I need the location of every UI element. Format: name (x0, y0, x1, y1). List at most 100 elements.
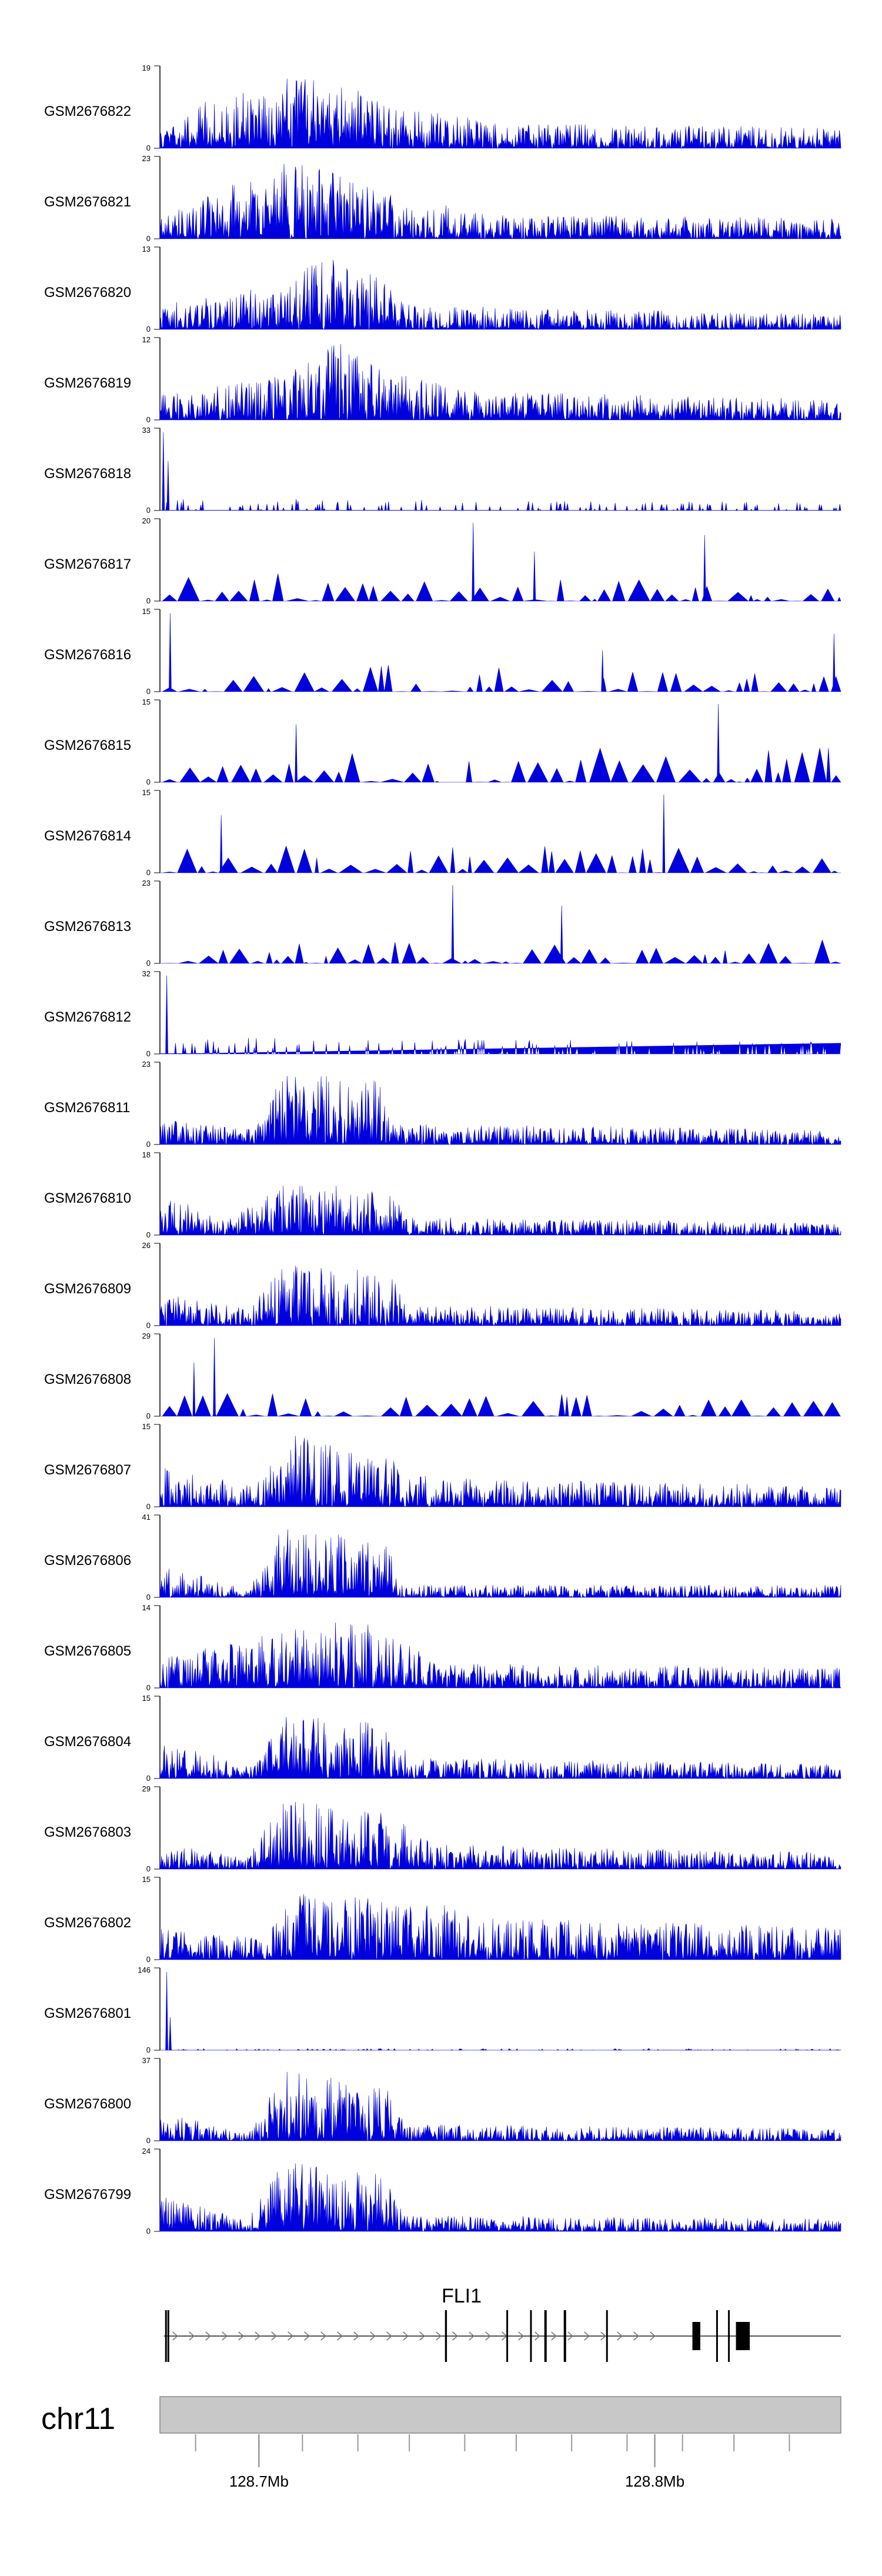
coverage-signal-area (159, 344, 841, 421)
strand-arrow (288, 2331, 293, 2341)
coverage-track: GSM2676802 15 0 (44, 1875, 841, 1964)
coverage-signal-area (159, 1894, 841, 1960)
strand-arrow (419, 2331, 425, 2341)
coverage-signal-area (159, 2163, 841, 2232)
axis-tick-label: 128.8Mb (625, 2472, 684, 2490)
gene-exon (544, 2310, 547, 2362)
track-name-label: GSM2676810 (44, 1190, 131, 1206)
strand-arrow (386, 2331, 392, 2341)
chromosome-axis-track: chr11 128.7Mb 128.8Mb (41, 2396, 841, 2490)
track-ymin-label: 0 (146, 1049, 151, 1058)
track-name-label: GSM2676816 (44, 647, 131, 663)
coverage-track: GSM2676805 14 0 (44, 1603, 841, 1692)
track-ymax-label: 19 (142, 64, 151, 72)
coverage-track: GSM2676801 146 0 (44, 1966, 841, 2054)
coverage-track: GSM2676813 23 0 (44, 879, 841, 967)
strand-arrow (304, 2331, 310, 2341)
track-ymin-label: 0 (146, 506, 151, 515)
axis-tick-label: 128.7Mb (229, 2472, 289, 2490)
coverage-signal-area (159, 1971, 841, 2051)
track-name-label: GSM2676801 (44, 2006, 131, 2021)
strand-arrow (353, 2331, 359, 2341)
coverage-track: GSM2676809 26 0 (44, 1241, 841, 1330)
coverage-signal-area (159, 1717, 841, 1779)
track-name-label: GSM2676821 (44, 194, 131, 210)
track-ymax-label: 29 (142, 1332, 151, 1340)
coverage-signal-area (159, 432, 841, 511)
coverage-signal-area (159, 1266, 841, 1326)
coverage-track: GSM2676821 23 0 (44, 154, 841, 243)
strand-arrow (633, 2331, 639, 2341)
strand-arrow (617, 2331, 623, 2341)
coverage-signal-area (159, 975, 841, 1055)
strand-arrow (600, 2331, 606, 2341)
strand-arrow (534, 2331, 540, 2341)
coverage-signal-area (159, 2071, 841, 2141)
coverage-track: GSM2676812 32 0 (44, 969, 841, 1058)
track-name-label: GSM2676811 (44, 1100, 130, 1116)
track-ymax-label: 13 (142, 245, 151, 253)
track-ymin-label: 0 (146, 1502, 151, 1511)
coverage-track: GSM2676803 29 0 (44, 1784, 841, 1873)
strand-arrow (518, 2331, 524, 2341)
strand-arrow (436, 2331, 442, 2341)
coverage-track: GSM2676811 23 0 (44, 1060, 841, 1149)
coverage-signal-area (159, 1337, 841, 1417)
track-ymax-label: 23 (142, 879, 151, 887)
track-ymin-label: 0 (146, 959, 151, 967)
strand-arrow (172, 2331, 178, 2341)
gene-exon (728, 2310, 730, 2362)
coverage-track: GSM2676814 15 0 (44, 788, 841, 877)
track-ymax-label: 18 (142, 1150, 151, 1159)
track-ymin-label: 0 (146, 596, 151, 605)
track-ymin-label: 0 (146, 1230, 151, 1239)
track-ymin-label: 0 (146, 325, 151, 333)
track-name-label: GSM2676812 (44, 1009, 131, 1025)
track-name-label: GSM2676805 (44, 1643, 131, 1659)
track-name-label: GSM2676814 (44, 828, 131, 844)
track-ymax-label: 15 (142, 1694, 151, 1703)
coverage-signal-area (159, 613, 841, 692)
track-name-label: GSM2676808 (44, 1372, 131, 1387)
track-ymax-label: 32 (142, 969, 151, 978)
gene-exon (563, 2310, 566, 2362)
strand-arrow (337, 2331, 343, 2341)
strand-arrow (205, 2331, 211, 2341)
track-name-label: GSM2676800 (44, 2096, 131, 2112)
track-ymax-label: 41 (142, 1513, 151, 1521)
track-ymin-label: 0 (146, 1683, 151, 1692)
coverage-signal-area (159, 1529, 841, 1598)
track-ymin-label: 0 (146, 868, 151, 877)
gene-exon (736, 2322, 750, 2350)
gene-exon (506, 2310, 509, 2362)
track-ymin-label: 0 (146, 1412, 151, 1420)
strand-arrow (271, 2331, 277, 2341)
gene-name-label: FLI1 (442, 2285, 482, 2307)
coverage-track: GSM2676817 20 0 (44, 516, 841, 605)
track-ymax-label: 15 (142, 1875, 151, 1884)
strand-arrow (320, 2331, 326, 2341)
track-ymin-label: 0 (146, 2136, 151, 2145)
coverage-signal-area (159, 1622, 841, 1689)
track-ymin-label: 0 (146, 1321, 151, 1330)
strand-arrow (189, 2331, 195, 2341)
track-name-label: GSM2676806 (44, 1553, 131, 1569)
track-ymin-label: 0 (146, 687, 151, 696)
track-ymin-label: 0 (146, 2046, 151, 2054)
track-ymax-label: 15 (142, 698, 151, 706)
strand-arrow (370, 2331, 376, 2341)
track-name-label: GSM2676803 (44, 1824, 131, 1840)
coverage-track: GSM2676804 15 0 (44, 1694, 841, 1783)
track-ymax-label: 15 (142, 1422, 151, 1431)
track-name-label: GSM2676809 (44, 1281, 131, 1297)
track-name-label: GSM2676818 (44, 466, 131, 482)
coverage-signal-area (159, 885, 841, 964)
track-name-label: GSM2676804 (44, 1734, 131, 1750)
strand-arrow (452, 2331, 458, 2341)
strand-arrow (222, 2331, 228, 2341)
coverage-signal-area (159, 78, 841, 149)
track-ymin-label: 0 (146, 778, 151, 786)
coverage-signal-area (159, 794, 841, 873)
coverage-signal-area (159, 163, 841, 239)
